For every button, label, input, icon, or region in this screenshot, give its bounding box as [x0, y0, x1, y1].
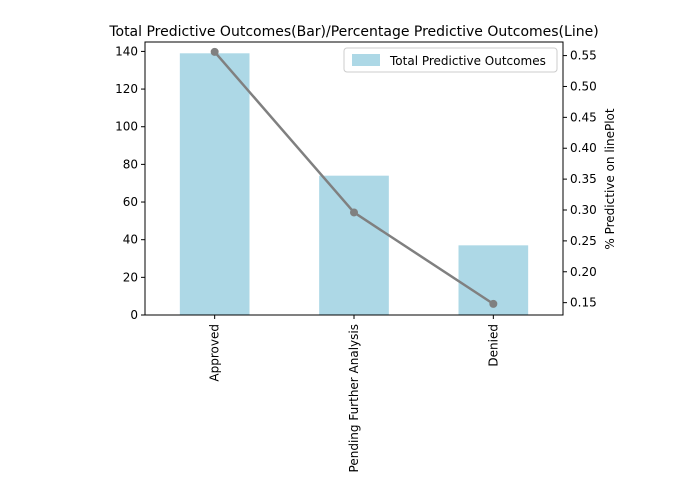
- left-y-axis: 0 20 40 60 80 100 120 140: [115, 44, 145, 322]
- legend-label: Total Predictive Outcomes: [389, 54, 546, 68]
- left-tick-label: 0: [130, 308, 138, 322]
- line-point-pending-further-analysis: [350, 208, 358, 217]
- right-tick-label: 0.25: [570, 234, 597, 248]
- left-tick-label: 40: [123, 233, 138, 247]
- bar-approved: [179, 53, 250, 316]
- left-tick-label: 120: [115, 82, 138, 96]
- legend: Total Predictive Outcomes: [343, 47, 558, 73]
- left-tick-label: 20: [123, 270, 138, 284]
- chart-title: Total Predictive Outcomes(Bar)/Percentag…: [108, 24, 598, 40]
- right-tick-label: 0.45: [570, 110, 597, 124]
- right-tick-label: 0.50: [570, 79, 597, 93]
- x-tick-label: Approved: [208, 324, 222, 382]
- right-tick-label: 0.20: [570, 265, 597, 279]
- left-tick-label: 100: [115, 120, 138, 134]
- right-tick-label: 0.15: [570, 296, 597, 310]
- right-tick-label: 0.30: [570, 203, 597, 217]
- left-tick-label: 80: [123, 157, 138, 171]
- x-tick-label: Denied: [486, 324, 500, 367]
- right-tick-label: 0.35: [570, 172, 597, 186]
- x-tick-label: Pending Further Analysis: [347, 324, 361, 472]
- bars-layer: [179, 53, 529, 316]
- legend-swatch: [352, 54, 380, 66]
- legend-box: [343, 47, 558, 73]
- left-tick-label: 140: [115, 44, 138, 58]
- left-tick-label: 60: [123, 195, 138, 209]
- right-tick-label: 0.40: [570, 141, 597, 155]
- bar-pending-further-analysis: [319, 175, 389, 315]
- x-axis: Approved Pending Further Analysis Denied: [208, 315, 500, 472]
- line-layer: [210, 47, 498, 308]
- right-y-axis: 0.15 0.20 0.25 0.30 0.35 0.40 0.45 0.50 0.55: [563, 49, 597, 310]
- line-point-denied: [489, 299, 498, 308]
- right-axis-title: % Predictive on linePlot: [603, 108, 617, 250]
- line-point-approved: [210, 47, 219, 56]
- right-tick-label: 0.55: [570, 49, 597, 63]
